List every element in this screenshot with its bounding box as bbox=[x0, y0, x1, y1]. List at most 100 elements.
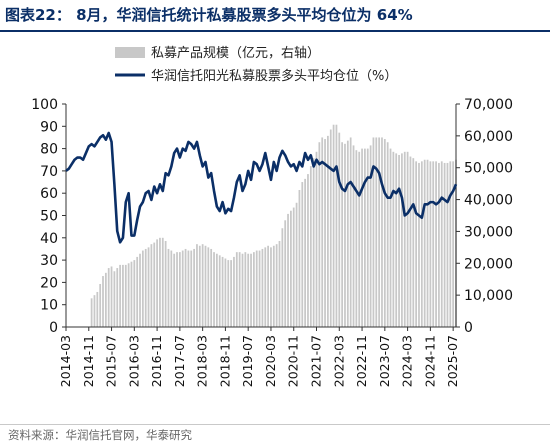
bar bbox=[102, 276, 104, 327]
bar bbox=[270, 247, 272, 327]
bar bbox=[250, 253, 252, 327]
bar bbox=[221, 256, 224, 327]
bar bbox=[315, 151, 318, 327]
bar bbox=[90, 298, 93, 327]
left-tick-label: 30 bbox=[40, 253, 58, 269]
bar bbox=[261, 248, 264, 327]
bar bbox=[449, 161, 452, 327]
bar bbox=[164, 240, 167, 327]
bar bbox=[99, 283, 102, 327]
legend: 私募产品规模（亿元，右轴） 华润信托阳光私募股票多头平均仓位（%） bbox=[115, 46, 397, 84]
bar bbox=[210, 248, 213, 327]
bar bbox=[224, 258, 227, 327]
bar bbox=[312, 158, 315, 327]
bar bbox=[295, 202, 298, 327]
bar bbox=[215, 253, 218, 327]
x-tick-label: 2014-11 bbox=[81, 335, 96, 387]
bar bbox=[383, 139, 386, 327]
bar bbox=[403, 151, 406, 327]
bar bbox=[201, 244, 204, 327]
bar bbox=[301, 182, 304, 327]
left-tick-label: 90 bbox=[40, 119, 58, 135]
bar bbox=[372, 137, 375, 327]
title-rule bbox=[0, 30, 550, 32]
bar bbox=[133, 260, 136, 327]
bar bbox=[178, 252, 181, 327]
bar bbox=[255, 250, 258, 327]
x-tick-label: 2020-03 bbox=[263, 335, 278, 387]
bar bbox=[207, 247, 210, 327]
bar bbox=[446, 162, 449, 327]
x-tick-label: 2016-03 bbox=[126, 335, 141, 387]
bar bbox=[381, 137, 383, 327]
bar bbox=[147, 247, 150, 327]
bar bbox=[136, 256, 139, 327]
bar bbox=[364, 148, 366, 327]
bar bbox=[190, 250, 193, 327]
bar bbox=[122, 264, 124, 327]
x-tick-label: 2021-07 bbox=[309, 335, 324, 387]
bar bbox=[375, 137, 378, 327]
bar bbox=[196, 244, 198, 327]
bar bbox=[440, 161, 443, 327]
bar bbox=[366, 148, 369, 327]
bar bbox=[258, 250, 261, 327]
left-tick-label: 20 bbox=[40, 275, 58, 291]
right-tick-label: 40,000 bbox=[464, 193, 513, 209]
bar bbox=[429, 161, 432, 327]
bar bbox=[395, 153, 398, 327]
bar bbox=[213, 252, 215, 327]
bar bbox=[170, 250, 173, 327]
bar bbox=[113, 271, 116, 327]
bar bbox=[96, 291, 99, 327]
axes: 0 10 20 30 40 50 60 70 80 90 100 0 10,000 20,000 30,00… bbox=[31, 97, 513, 387]
bar bbox=[244, 252, 247, 327]
bar bbox=[452, 161, 455, 327]
bar bbox=[432, 161, 435, 327]
bar bbox=[275, 244, 278, 327]
bar bbox=[398, 154, 400, 327]
bar bbox=[119, 264, 121, 327]
left-tick-label: 100 bbox=[31, 97, 58, 113]
bar bbox=[204, 245, 207, 327]
left-tick-label: 0 bbox=[49, 320, 58, 336]
bar bbox=[104, 272, 107, 327]
bar bbox=[321, 137, 324, 327]
bar bbox=[426, 159, 429, 327]
x-tick-label: 2024-03 bbox=[400, 335, 415, 387]
bar bbox=[341, 142, 344, 327]
bar bbox=[329, 129, 332, 327]
bar bbox=[418, 162, 420, 327]
bar bbox=[349, 137, 352, 327]
bar bbox=[415, 161, 418, 327]
bar bbox=[159, 237, 161, 327]
x-tick-label: 2025-07 bbox=[445, 335, 460, 387]
bar bbox=[346, 140, 349, 327]
bar bbox=[230, 260, 232, 327]
bar bbox=[235, 252, 238, 327]
bar bbox=[435, 161, 437, 327]
bar bbox=[361, 148, 363, 327]
bar bbox=[335, 124, 338, 328]
bar bbox=[187, 250, 190, 327]
bar bbox=[409, 156, 412, 327]
right-tick-label: 0 bbox=[464, 320, 473, 336]
x-tick-label: 2015-07 bbox=[104, 335, 119, 387]
left-tick-label: 70 bbox=[40, 164, 58, 180]
x-tick-label: 2016-11 bbox=[149, 335, 164, 387]
bar bbox=[309, 166, 312, 327]
bar bbox=[278, 240, 281, 327]
bar bbox=[318, 142, 321, 327]
right-tick-label: 50,000 bbox=[464, 161, 513, 177]
bar bbox=[193, 248, 195, 327]
bar bbox=[264, 247, 267, 327]
bar-series bbox=[90, 124, 457, 328]
x-tick-label: 2014-03 bbox=[58, 335, 73, 387]
legend-line-label: 华润信托阳光私募股票多头平均仓位（%） bbox=[151, 68, 397, 84]
bar bbox=[241, 253, 244, 327]
x-tick-label: 2018-11 bbox=[217, 335, 232, 387]
bar bbox=[124, 264, 127, 327]
bar bbox=[352, 145, 355, 327]
bar bbox=[412, 158, 415, 327]
bar bbox=[287, 213, 289, 327]
